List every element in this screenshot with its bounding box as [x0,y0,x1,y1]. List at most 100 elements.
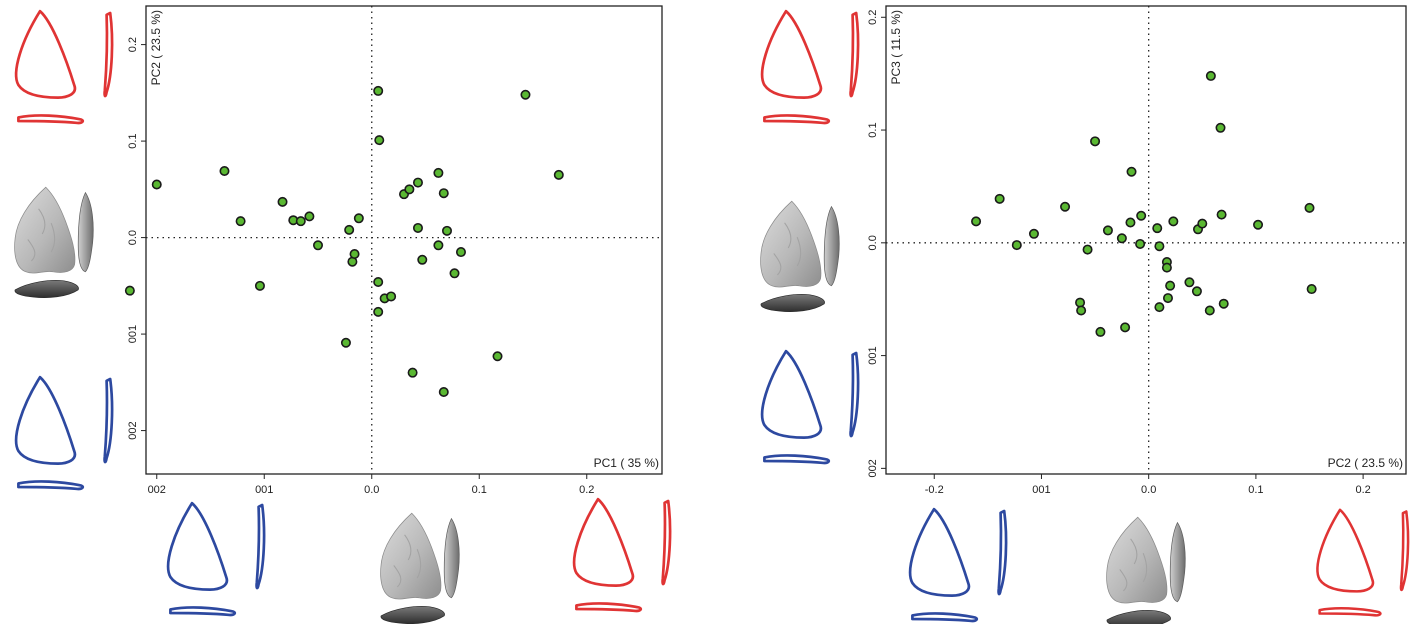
x-tick-label: 0.2 [579,484,594,496]
scatter-point [1120,322,1131,333]
scatter-point [1218,298,1229,309]
y-tick-label: 001 [867,346,879,364]
panel2-pc2-mean-shape-icon [1106,516,1186,624]
scatter-point [1168,216,1179,227]
scatter-point [1191,286,1202,297]
scatter-point [340,337,351,348]
x-tick-label: 0.2 [1355,484,1370,496]
scatter-point [1204,305,1215,316]
x-tick-label: 0.1 [1248,484,1263,496]
scatter-point [1126,166,1137,177]
y-tick-label: 002 [867,459,879,477]
panel2-pc2-min-outline-icon [908,507,1008,623]
panel1-pc1-max-outline-icon [572,497,672,613]
scatter-point [151,179,162,190]
scatter-point [417,254,428,265]
y-axis-label: PC2 ( 23.5 %) [149,10,163,85]
scatter-point [1154,302,1165,313]
y-tick-label: 0.2 [127,37,139,52]
scatter-point [1165,280,1176,291]
x-axis-label: PC1 ( 35 %) [594,456,659,470]
scatter-point [1060,201,1071,212]
panel2-pc3-max-outline-icon [760,9,860,125]
scatter-point [1011,240,1022,251]
panel2-pc3-mean-shape-icon [760,200,840,313]
scatter-point [1205,70,1216,81]
scatter-point [520,89,531,100]
y-tick-label: 0.0 [867,235,879,250]
scatter-point [344,224,355,235]
scatter-point [124,285,135,296]
pc1-pc2-scatter: 002 001 0.0 0.1 0.2 0.2 0.1 0.0 001 002 PC1 ( 35 %… [124,5,663,496]
panel1-pc1-mean-shape-icon [380,512,460,624]
scatter-point [386,291,397,302]
scatter-point [219,166,230,177]
scatter-point [994,193,1005,204]
shape-panels [14,9,1410,624]
x-tick-label: 0.0 [1141,484,1156,496]
scatter-point [971,216,982,227]
scatter-point [1102,225,1113,236]
scatter-point [1152,223,1163,234]
panel2-pc2-max-outline-icon [1316,508,1410,617]
scatter-point [277,196,288,207]
y-tick-label: 002 [127,421,139,439]
scatter-point [1082,244,1093,255]
x-tick-label: 0.1 [472,484,487,496]
scatter-point [1162,293,1173,304]
scatter-point [1090,136,1101,147]
scatter-point [1197,218,1208,229]
scatter-point [438,188,449,199]
scatter-point [1095,326,1106,337]
y-tick-label: 0.0 [127,230,139,245]
y-tick-label: 001 [127,325,139,343]
scatter-point [235,216,246,227]
scatter-point [412,222,423,233]
scatter-point [438,386,449,397]
scatter-point [433,167,444,178]
scatter-point [373,85,384,96]
x-tick-label: 001 [255,484,273,496]
x-tick-label: 001 [1032,484,1050,496]
x-axis-label: PC2 ( 23.5 %) [1328,456,1403,470]
scatter-point [1161,262,1172,273]
x-tick-label: 002 [148,484,166,496]
scatter-point [1028,228,1039,239]
scatter-point [373,276,384,287]
scatter-point [353,213,364,224]
scatter-point [254,280,265,291]
y-tick-label: 0.2 [867,10,879,25]
scatter-point [312,240,323,251]
scatter-point [1216,209,1227,220]
panel1-pc2-min-outline-icon [14,375,114,491]
scatter-point [433,240,444,251]
scatter-point [1184,277,1195,288]
scatter-point [1075,297,1086,308]
scatter-point [407,367,418,378]
panel1-pc1-min-outline-icon [166,501,266,617]
plot-frame [145,5,663,475]
scatter-point [455,247,466,258]
scatter-point [295,216,306,227]
scatter-point [373,306,384,317]
scatter-point [1076,305,1087,316]
x-tick-label: 0.0 [364,484,379,496]
scatter-point [404,184,415,195]
y-tick-label: 0.1 [867,122,879,137]
y-tick-label: 0.1 [127,133,139,148]
scatter-point [1136,210,1147,221]
scatter-point [449,268,460,279]
scatter-point [1154,241,1165,252]
panel2-pc3-min-outline-icon [760,349,860,465]
plot-frame [885,5,1407,475]
y-axis-label: PC3 ( 11.5 %) [889,10,903,84]
scatter-point [441,225,452,236]
scatter-point [1304,202,1315,213]
scatter-point [1215,122,1226,133]
pc2-pc3-scatter: -0.2 001 0.0 0.1 0.2 0.2 0.1 0.0 001 002 PC2 ( 23.… [867,5,1407,496]
scatter-point [1306,284,1317,295]
scatter-point [304,211,315,222]
scatter-point [1125,217,1136,228]
panel1-pc2-mean-shape-icon [14,186,94,299]
